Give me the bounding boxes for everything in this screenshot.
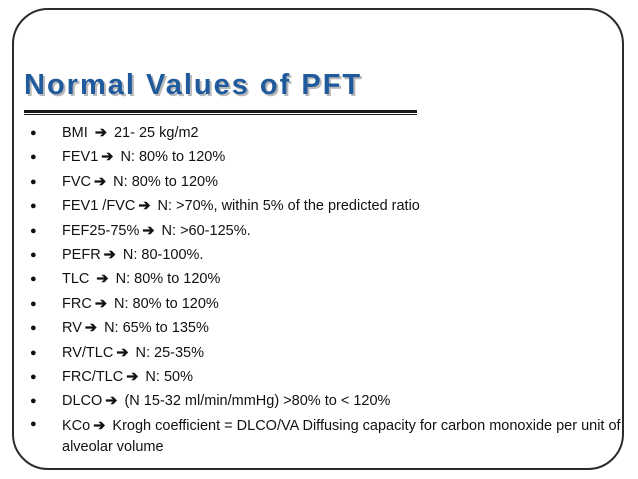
list-item: ● DLCO ➔ (N 15-32 ml/min/mmHg) >80% to < 1… bbox=[30, 389, 630, 413]
arrow-icon: ➔ bbox=[142, 222, 155, 239]
bullet-icon: ● bbox=[30, 151, 37, 164]
list-item: ● KCo ➔ Krogh coefficient = DLCO/VA Diffus… bbox=[30, 414, 638, 458]
list-item: ● FEV1 /FVC ➔ N: >70%, within 5% of the pr… bbox=[30, 194, 630, 218]
bullet-icon: ● bbox=[30, 417, 37, 430]
bullet-icon: ● bbox=[30, 127, 37, 139]
list-item: ● FEF25-75% ➔ N: >60-125%. bbox=[30, 219, 630, 243]
arrow-icon: ➔ bbox=[96, 271, 109, 288]
title-underline-thin bbox=[24, 114, 417, 115]
arrow-icon: ➔ bbox=[105, 393, 118, 410]
list-item: ● BMI ➔ 21- 25 kg/m2 bbox=[30, 121, 630, 145]
arrow-icon: ➔ bbox=[101, 149, 114, 166]
bullet-icon: ● bbox=[30, 370, 37, 383]
slide-title: Normal Values of PFT bbox=[24, 69, 363, 101]
list-item: ● PEFR ➔ N: 80-100%. bbox=[30, 243, 630, 267]
bullet-icon: ● bbox=[30, 273, 37, 286]
bullet-icon: ● bbox=[30, 200, 37, 213]
arrow-icon: ➔ bbox=[126, 368, 139, 385]
bullet-icon: ● bbox=[30, 395, 37, 408]
bullet-icon: ● bbox=[30, 346, 37, 359]
list-item: ● FEV1 ➔ N: 80% to 120% bbox=[30, 145, 630, 169]
list-item: ● FVC ➔ N: 80% to 120% bbox=[30, 170, 630, 194]
arrow-icon: ➔ bbox=[103, 246, 116, 263]
bullet-icon: ● bbox=[30, 322, 37, 335]
arrow-icon: ➔ bbox=[93, 417, 106, 434]
list-item: ● RV/TLC ➔ N: 25-35% bbox=[30, 341, 630, 365]
title-underline bbox=[24, 110, 417, 113]
list-item: ● FRC/TLC ➔ N: 50% bbox=[30, 365, 630, 389]
bullet-list: ● BMI ➔ 21- 25 kg/m2 ● FEV1 ➔ N: 80% to 120… bbox=[30, 121, 630, 458]
bullet-icon: ● bbox=[30, 224, 37, 237]
arrow-icon: ➔ bbox=[84, 320, 98, 337]
arrow-icon: ➔ bbox=[94, 295, 107, 312]
bullet-icon: ● bbox=[30, 248, 37, 261]
bullet-icon: ● bbox=[30, 297, 37, 310]
arrow-icon: ➔ bbox=[94, 173, 107, 190]
list-item: ● TLC ➔ N: 80% to 120% bbox=[30, 267, 630, 291]
list-item: ● FRC ➔ N: 80% to 120% bbox=[30, 292, 630, 316]
bullet-icon: ● bbox=[30, 175, 37, 188]
list-item: ● RV ➔ N: 65% to 135% bbox=[30, 316, 630, 340]
arrow-icon: ➔ bbox=[94, 125, 107, 141]
arrow-icon: ➔ bbox=[116, 344, 129, 361]
title-area: Normal Values of PFT bbox=[24, 68, 624, 102]
arrow-icon: ➔ bbox=[138, 198, 151, 215]
slide-frame bbox=[12, 8, 624, 470]
